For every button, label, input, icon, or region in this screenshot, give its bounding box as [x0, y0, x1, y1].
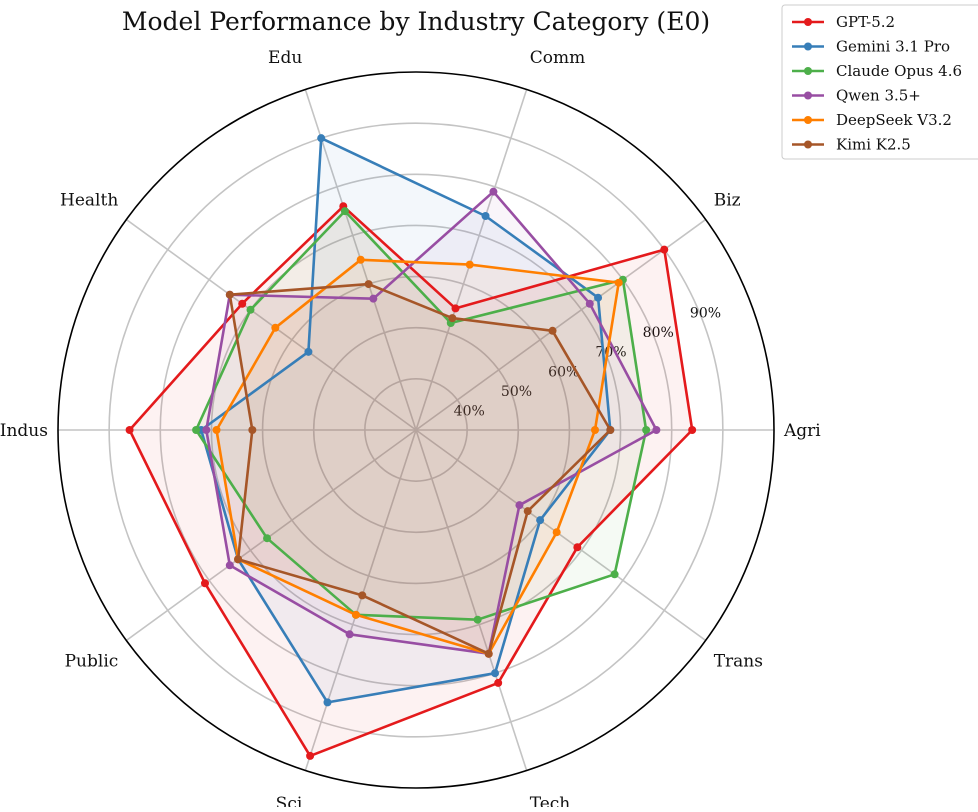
data-point-deepseek-v3-2-edu — [356, 255, 365, 264]
category-label-sci: Sci — [276, 794, 303, 807]
data-point-gpt-5-2-public — [200, 579, 209, 588]
category-label-biz: Biz — [714, 191, 741, 211]
data-point-qwen-3-5--sci — [345, 630, 354, 639]
legend-marker-kimi-k2-5 — [804, 140, 812, 149]
legend-marker-gpt-5-2 — [804, 18, 812, 26]
spoke-biz — [415, 218, 707, 431]
series-fill-kimi-k2-5 — [229, 284, 611, 654]
data-point-gemini-3-1-pro-comm — [481, 211, 490, 220]
spoke-health — [125, 218, 417, 431]
series-lines — [125, 134, 697, 760]
data-point-kimi-k2-5-agri — [606, 426, 615, 434]
legend-label-qwen-3-5-: Qwen 3.5+ — [836, 87, 921, 105]
data-point-kimi-k2-5-trans — [523, 507, 532, 516]
series-fill-claude-opus-4-6 — [196, 211, 647, 620]
legend-label-gpt-5-2: GPT-5.2 — [836, 13, 895, 31]
spoke-comm — [415, 89, 528, 431]
data-point-deepseek-v3-2-sci — [351, 610, 360, 619]
spoke-sci — [304, 429, 417, 771]
data-point-claude-opus-4-6-health — [246, 305, 255, 314]
legend-label-kimi-k2-5: Kimi K2.5 — [836, 136, 911, 154]
series-fill-qwen-3-5- — [206, 191, 657, 654]
legend-frame — [781, 4, 978, 160]
legend-label-claude-opus-4-6: Claude Opus 4.6 — [836, 62, 962, 80]
legend-label-deepseek-v3-2: DeepSeek V3.2 — [836, 111, 952, 129]
data-point-qwen-3-5--public — [225, 561, 234, 570]
data-point-gemini-3-1-pro-tech — [491, 669, 500, 678]
data-point-kimi-k2-5-edu — [364, 280, 373, 289]
category-label-edu: Edu — [268, 48, 302, 68]
data-point-claude-opus-4-6-tech — [473, 615, 482, 624]
data-point-gemini-3-1-pro-health — [304, 347, 313, 356]
spoke-tech — [415, 429, 528, 771]
data-point-claude-opus-4-6-trans — [610, 570, 619, 579]
data-point-gemini-3-1-pro-sci — [323, 698, 332, 707]
spoke-trans — [415, 429, 707, 642]
data-point-claude-opus-4-6-indus — [192, 426, 201, 434]
legend-marker-qwen-3-5- — [804, 91, 812, 100]
data-point-kimi-k2-5-tech — [484, 649, 493, 658]
data-point-gpt-5-2-trans — [573, 543, 582, 552]
series-fill-gpt-5-2 — [129, 206, 693, 756]
data-point-gpt-5-2-indus — [125, 426, 134, 434]
legend-items: GPT-5.2 Gemini 3.1 Pro Claude Opus 4.6 Qwen… — [792, 13, 962, 154]
legend-marker-claude-opus-4-6 — [804, 67, 812, 75]
data-point-qwen-3-5--indus — [202, 426, 211, 434]
chart-title: Model Performance by Industry Category (… — [122, 7, 710, 36]
legend-marker-deepseek-v3-2 — [804, 116, 812, 124]
radial-tick-label: 90% — [690, 306, 721, 322]
category-label-agri: Agri — [783, 421, 821, 441]
data-point-claude-opus-4-6-edu — [340, 207, 349, 216]
data-point-claude-opus-4-6-agri — [642, 426, 651, 434]
category-label-health: Health — [60, 191, 118, 211]
data-point-gpt-5-2-comm — [451, 304, 460, 313]
data-point-gemini-3-1-pro-trans — [536, 516, 545, 525]
data-point-kimi-k2-5-biz — [548, 326, 557, 335]
data-point-deepseek-v3-2-indus — [212, 426, 221, 434]
data-point-qwen-3-5--biz — [585, 299, 594, 308]
data-point-kimi-k2-5-indus — [248, 426, 257, 434]
data-point-gpt-5-2-biz — [660, 245, 669, 254]
data-point-kimi-k2-5-health — [225, 290, 234, 299]
radial-tick-label: 50% — [501, 384, 532, 400]
data-point-kimi-k2-5-public — [234, 555, 243, 564]
radial-tick-label: 60% — [548, 364, 579, 380]
legend-marker-gemini-3-1-pro — [804, 42, 812, 51]
series-fill-deepseek-v3-2 — [216, 259, 619, 654]
data-point-qwen-3-5--edu — [369, 294, 378, 303]
data-point-gpt-5-2-tech — [494, 678, 503, 687]
data-point-deepseek-v3-2-agri — [591, 426, 599, 434]
category-label-indus: Indus — [0, 421, 48, 441]
legend: GPT-5.2 Gemini 3.1 Pro Claude Opus 4.6 Qwen… — [781, 4, 978, 160]
spoke-public — [125, 429, 417, 642]
data-point-deepseek-v3-2-comm — [465, 260, 474, 269]
data-point-gemini-3-1-pro-biz — [594, 293, 603, 302]
data-point-gpt-5-2-sci — [306, 751, 315, 760]
category-label-public: Public — [65, 651, 119, 671]
legend-label-gemini-3-1-pro: Gemini 3.1 Pro — [836, 38, 950, 56]
polar-grid: 40%50%60%70%80%90% — [57, 71, 775, 789]
data-point-kimi-k2-5-comm — [448, 314, 457, 323]
series-fills — [129, 138, 693, 756]
data-point-gpt-5-2-health — [238, 299, 247, 308]
data-point-deepseek-v3-2-health — [271, 323, 280, 332]
data-point-gemini-3-1-pro-edu — [317, 134, 326, 143]
data-point-deepseek-v3-2-biz — [614, 278, 623, 287]
outer-frame — [57, 71, 775, 789]
data-point-gpt-5-2-agri — [688, 426, 697, 434]
data-point-qwen-3-5--trans — [515, 501, 524, 510]
radial-tick-label: 40% — [454, 403, 485, 419]
axis-labels: Agri Biz Comm Edu Health Indus Public Sci Tech Tr… — [0, 48, 821, 812]
data-point-qwen-3-5--comm — [489, 187, 498, 196]
category-label-tech: Tech — [530, 794, 571, 807]
data-point-qwen-3-5--agri — [652, 426, 661, 434]
data-point-deepseek-v3-2-trans — [552, 528, 561, 537]
data-point-kimi-k2-5-sci — [358, 591, 367, 600]
radial-tick-label: 80% — [643, 325, 674, 341]
data-point-claude-opus-4-6-public — [263, 534, 272, 543]
category-label-comm: Comm — [530, 48, 585, 68]
category-label-trans: Trans — [714, 651, 763, 671]
